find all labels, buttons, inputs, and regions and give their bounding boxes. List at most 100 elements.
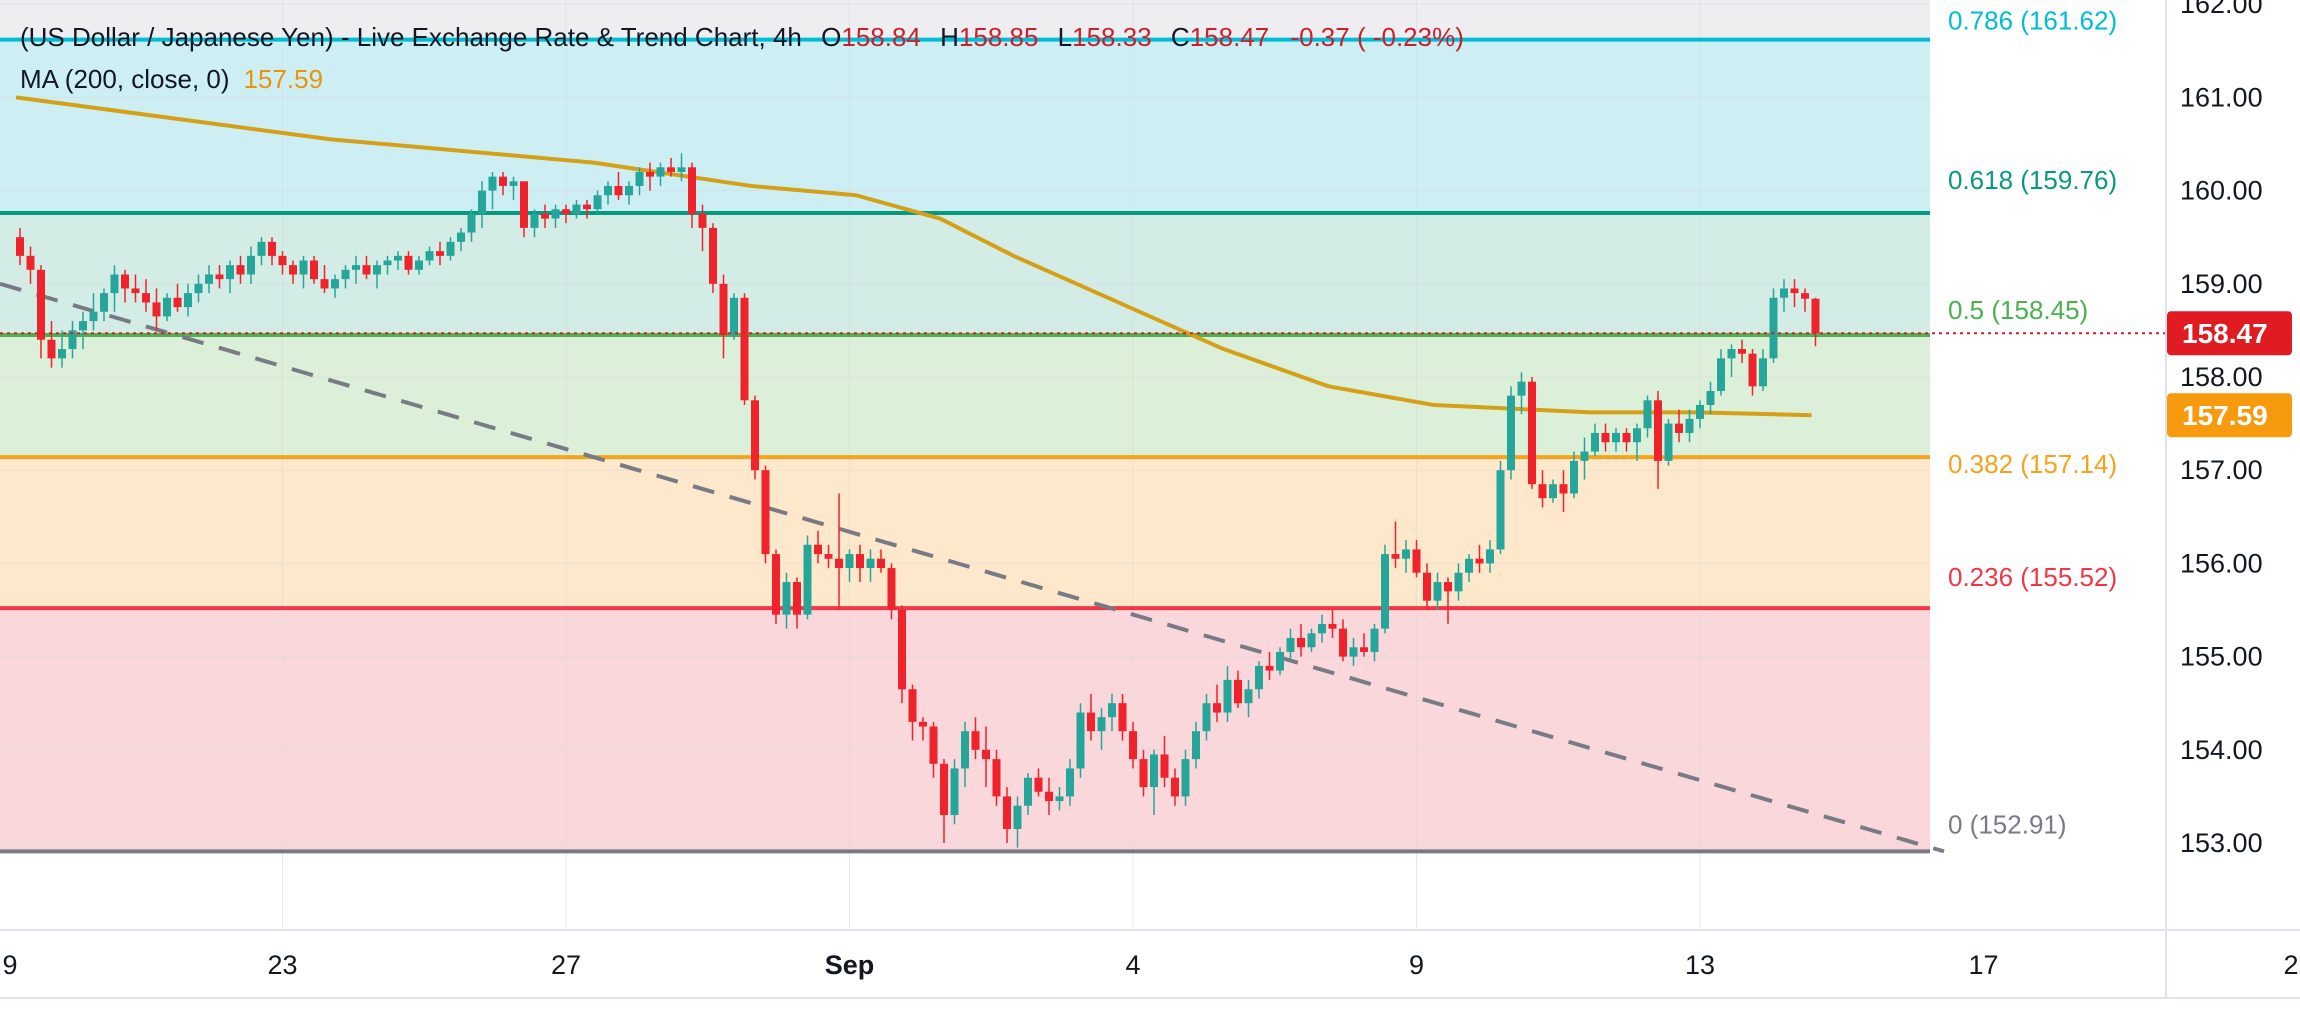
candle: [194, 274, 203, 303]
candle-body: [1444, 582, 1452, 592]
candle: [1412, 540, 1421, 578]
candle-body: [467, 213, 476, 233]
candle: [740, 293, 749, 405]
candle: [1223, 665, 1232, 722]
candle-body: [1706, 390, 1715, 405]
candle-body: [478, 190, 486, 214]
candle-body: [1097, 717, 1106, 732]
close-label: C: [1170, 22, 1190, 52]
candle: [446, 237, 455, 261]
candle: [352, 255, 360, 284]
symbol-title: (US Dollar / Japanese Yen) - Live Exchan…: [20, 22, 802, 52]
y-axis-ticks: 153.00 154.00 155.00 156.00 157.00 158.00 159.…: [2180, 0, 2263, 858]
candle: [772, 549, 780, 624]
close-value: 158.47: [1189, 22, 1270, 52]
candle-body: [215, 274, 224, 280]
candle: [583, 199, 591, 219]
candle: [1465, 554, 1473, 583]
candle-body: [289, 265, 297, 275]
candle-body: [845, 554, 854, 569]
candle-body: [1528, 381, 1536, 485]
candle: [751, 395, 759, 480]
candle: [37, 265, 45, 359]
candle: [425, 246, 434, 266]
candle: [58, 330, 66, 368]
candle-body: [58, 349, 66, 359]
candle: [488, 171, 497, 210]
ma-value: 157.59: [243, 64, 324, 94]
candle-body: [1244, 689, 1253, 704]
candle: [1622, 428, 1631, 452]
price-badges: 158.47 157.59: [2167, 311, 2292, 438]
candle-body: [415, 260, 423, 270]
candle: [1255, 661, 1263, 699]
candle-body: [121, 274, 129, 289]
candle-body: [299, 260, 308, 275]
candle: [961, 721, 969, 788]
y-tick-label: 160.00: [2180, 176, 2263, 206]
candle: [1675, 409, 1683, 443]
candle-body: [1402, 549, 1410, 559]
candle: [971, 717, 980, 760]
candle-body: [394, 255, 402, 261]
candle: [908, 684, 917, 741]
candle-body: [110, 274, 119, 294]
candle-body: [625, 185, 633, 196]
candle-body: [992, 759, 1001, 797]
x-tick-label: 27: [551, 950, 581, 980]
candle-body: [688, 167, 696, 214]
candle-body: [1234, 679, 1242, 704]
candle-body: [1297, 637, 1305, 648]
candle-body: [1370, 628, 1379, 652]
candle-body: [1328, 623, 1337, 629]
low-label: L: [1057, 22, 1073, 52]
candle: [1454, 563, 1463, 601]
ma-badge-label: 157.59: [2182, 400, 2268, 431]
candle: [1496, 460, 1505, 555]
candle-body: [341, 269, 350, 280]
candle-body: [163, 297, 171, 317]
candle: [404, 251, 413, 275]
candle: [331, 274, 339, 298]
y-tick-label: 156.00: [2180, 548, 2263, 578]
x-axis-ticks: 92327Sep4913172225: [2, 950, 2300, 980]
candle-body: [940, 763, 948, 816]
candle-body: [1013, 805, 1022, 830]
candle: [247, 246, 255, 284]
fib-label: 0.618 (159.76): [1948, 165, 2117, 195]
candle: [152, 288, 161, 331]
fib-lines: [0, 37, 1930, 854]
candle-body: [866, 558, 875, 569]
candle: [593, 190, 602, 214]
ma-label: MA (200, close, 0): [20, 64, 230, 94]
candle-body: [1034, 777, 1043, 792]
candle: [341, 265, 350, 289]
candle-body: [719, 283, 728, 336]
fib-label: 0.236 (155.52): [1948, 562, 2117, 592]
candle: [499, 171, 507, 196]
candle-body: [572, 204, 581, 214]
candle: [142, 279, 150, 312]
candle-body: [1160, 754, 1169, 778]
candle-body: [131, 288, 140, 294]
ma-legend[interactable]: MA (200, close, 0) 157.59: [20, 64, 323, 95]
candle: [866, 549, 875, 583]
candle: [992, 749, 1001, 806]
fib-label: 0.382 (157.14): [1948, 449, 2117, 479]
candle: [173, 283, 182, 312]
candle-body: [68, 330, 77, 350]
candle-body: [793, 582, 801, 615]
candle-body: [1192, 731, 1200, 760]
candle-body: [173, 297, 182, 308]
candle-body: [100, 293, 108, 312]
candle-body: [1748, 353, 1757, 387]
y-tick-label: 159.00: [2180, 269, 2263, 299]
candle: [184, 283, 192, 317]
candle-body: [887, 568, 896, 610]
y-tick-label: 158.00: [2180, 362, 2263, 392]
candle: [278, 251, 287, 275]
candle: [89, 293, 98, 331]
candle: [1234, 670, 1242, 708]
